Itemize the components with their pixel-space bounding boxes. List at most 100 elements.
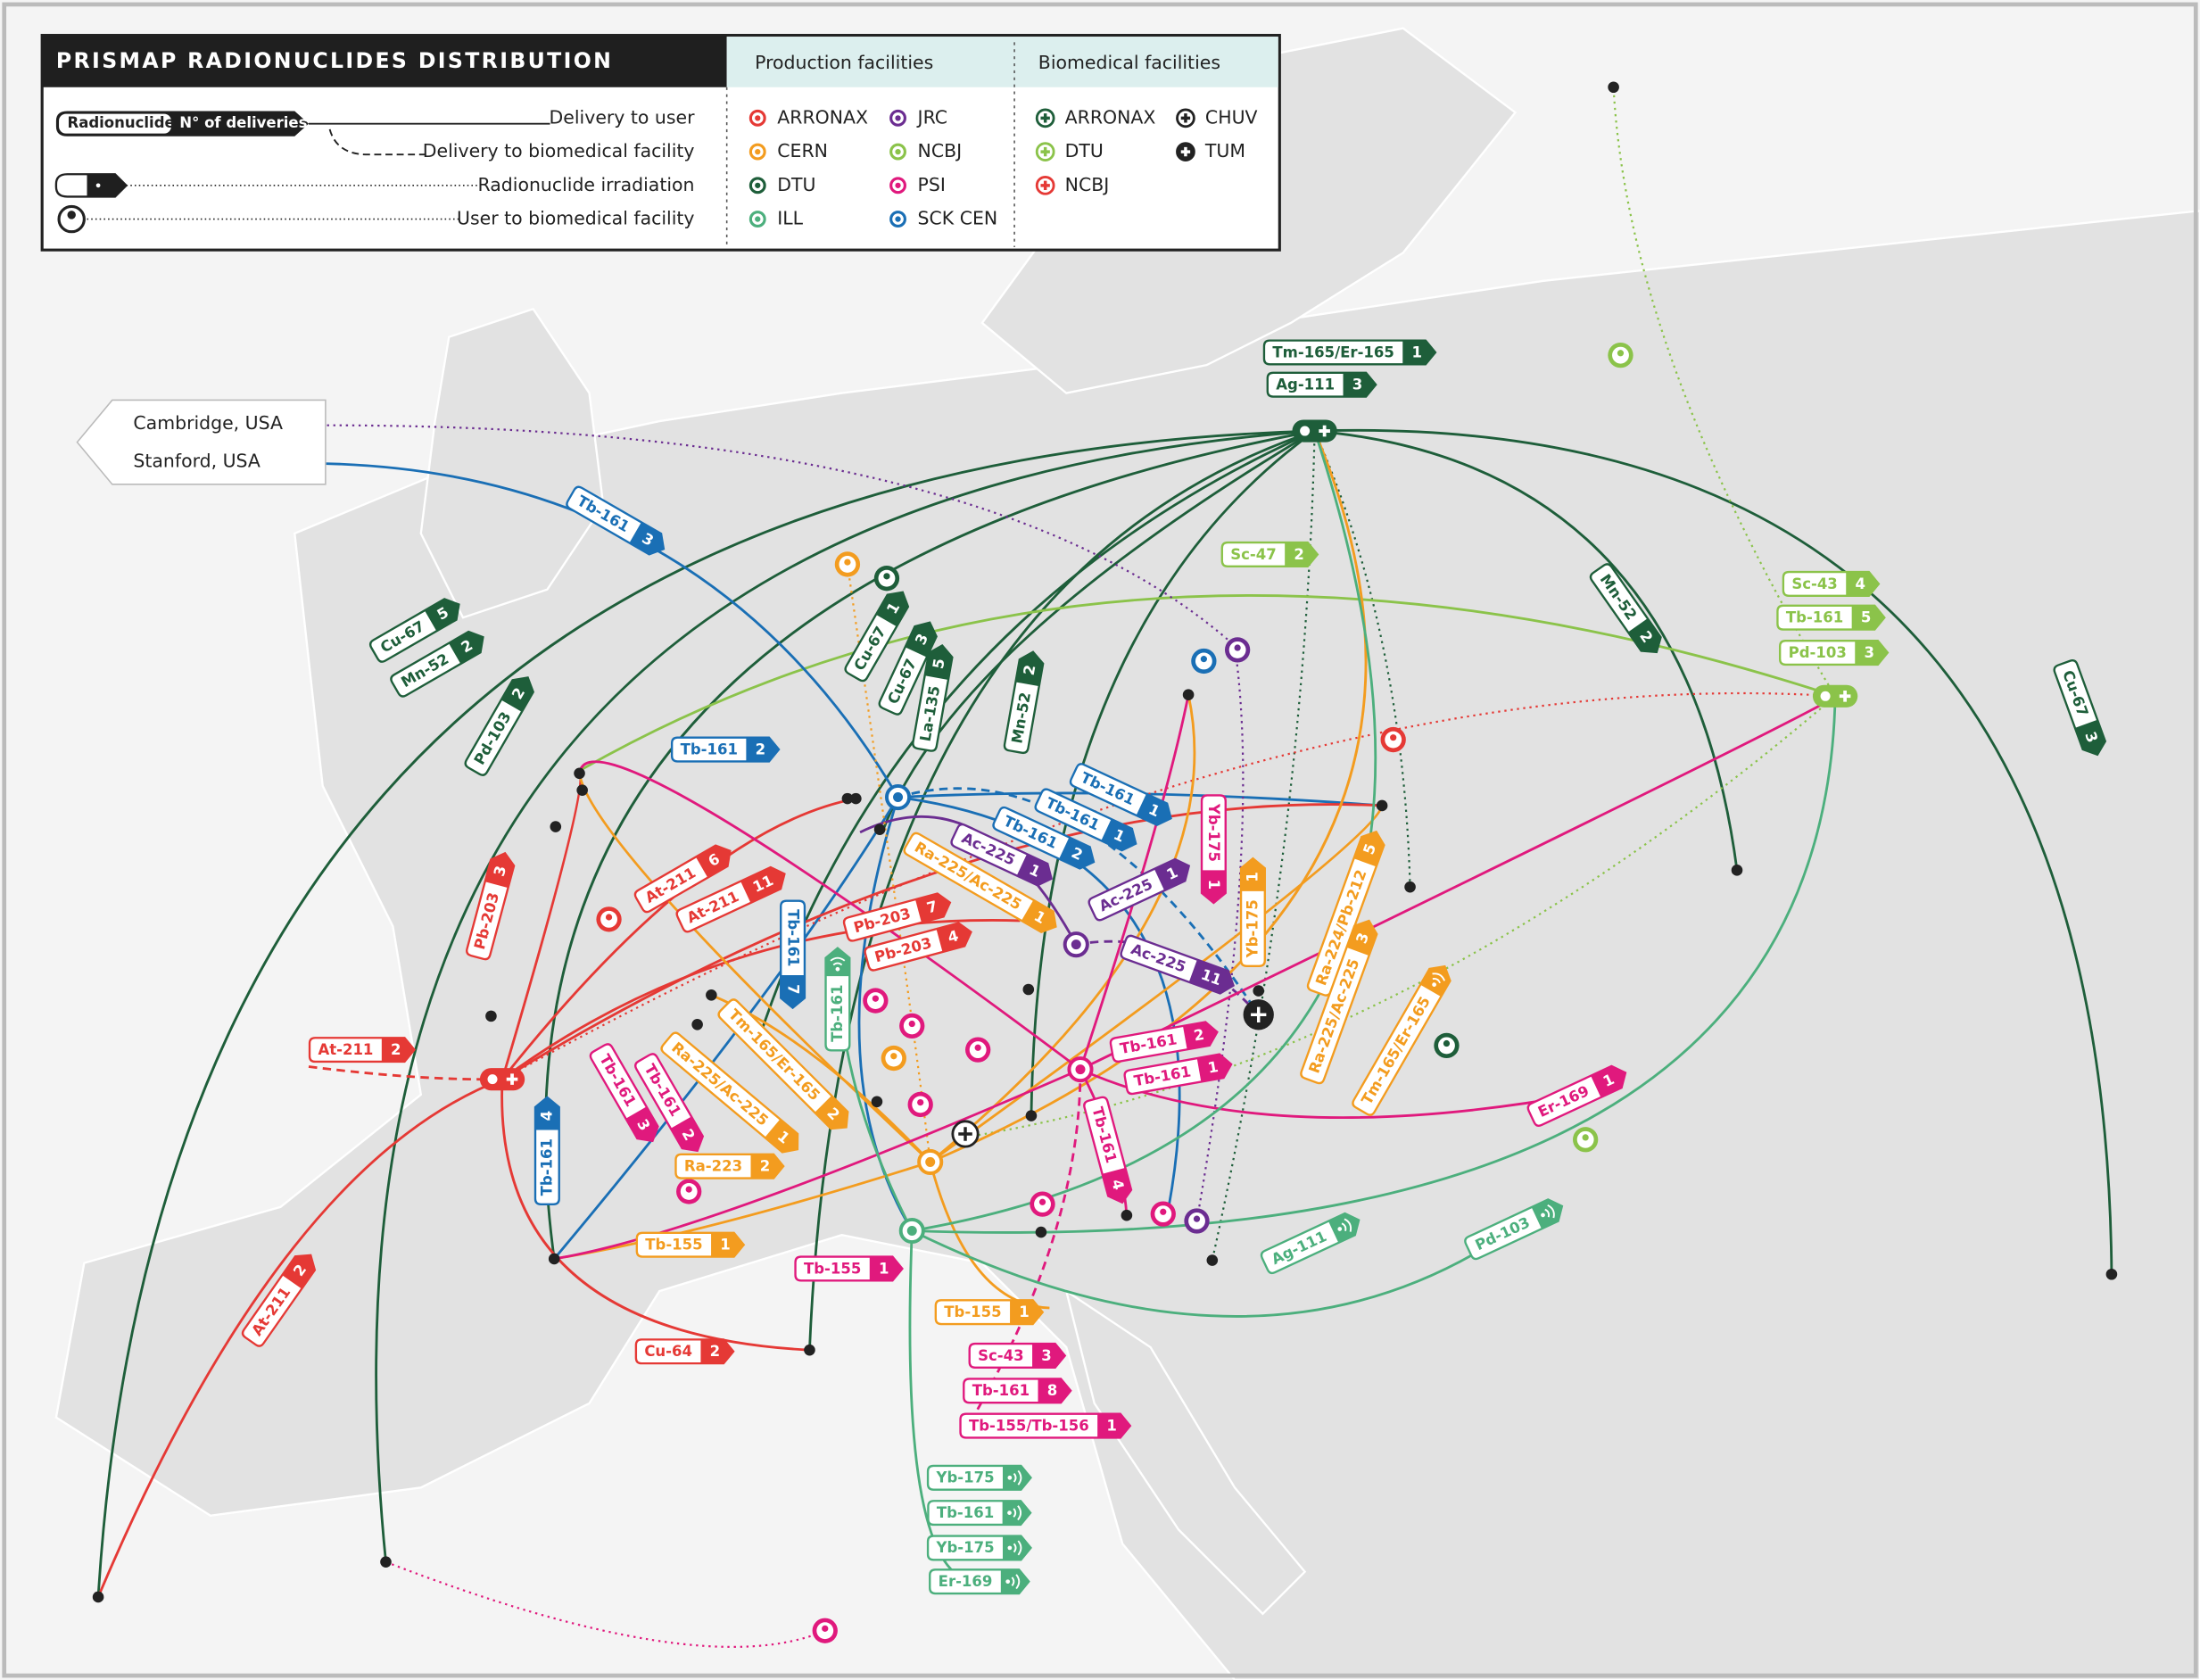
legend-line-dashed: [328, 128, 428, 156]
biomedical-plus: [1251, 1006, 1267, 1022]
facility-name: ARRONAX: [777, 106, 868, 128]
irradiation-icon: [1007, 1545, 1013, 1551]
delivery-tag: Tb-155 1: [635, 1231, 746, 1258]
route: [911, 1227, 1517, 1318]
user-icon-head: [872, 995, 879, 1002]
tag-count-box: [1402, 340, 1435, 365]
tag-count-box: [1627, 618, 1661, 652]
user-point: [380, 1556, 392, 1568]
facility-icon-dot: [755, 216, 761, 222]
route: [1314, 429, 1739, 871]
route: [1079, 694, 1190, 1071]
tag-count: 1: [1205, 880, 1222, 890]
user-point: [548, 1253, 560, 1265]
external-user: Cambridge, USA: [133, 412, 283, 434]
sample-tag-deliveries: N° of deliveries: [179, 114, 307, 131]
user-icon-head: [974, 1044, 981, 1051]
delivery-tag: Mn-522: [1003, 650, 1045, 755]
tag-count-box: [815, 1096, 848, 1130]
tag-count-box: [484, 853, 515, 889]
delivery-tag: Tm-165/Er-165 1: [1262, 339, 1437, 366]
tag-radionuclide: Tb-161: [1786, 609, 1843, 626]
user-point: [706, 989, 717, 1001]
route: [543, 429, 1315, 1260]
irradiation-waves: [1013, 1505, 1022, 1521]
tag-radionuclide: Tb-155: [944, 1303, 1001, 1320]
irradiation-icon: [95, 183, 101, 188]
tag-outline: [903, 832, 1057, 934]
delivery-tag: Tb-161 8: [963, 1378, 1072, 1404]
tag-count-box: [1102, 1167, 1132, 1203]
tag-radionuclide: Tb-155/Tb-156: [969, 1417, 1089, 1434]
tag-count-box: [1015, 651, 1044, 687]
tag-outline: [1300, 919, 1378, 1085]
tag-count: 2: [760, 1157, 770, 1174]
route: [385, 1560, 826, 1648]
facility-name: NCBJ: [1065, 174, 1110, 195]
facility-name: NCBJ: [918, 140, 963, 161]
hub: [1812, 684, 1858, 708]
tag-count-box: [695, 845, 731, 878]
delivery-tag: Tb-155 1: [934, 1299, 1045, 1326]
facility-name: DTU: [777, 174, 815, 195]
tag-count-box: [1059, 837, 1094, 869]
route: [375, 429, 1315, 1562]
route: [500, 1079, 810, 1352]
tag-count: 3: [1352, 376, 1362, 393]
tag-count: 8: [1047, 1382, 1057, 1399]
tag-count: 5: [930, 658, 948, 671]
irradiation-icon: [1337, 1227, 1343, 1231]
tag-count-box: [1851, 605, 1885, 630]
external-box: [76, 399, 327, 485]
delivery-tag: Pd-103 3: [1778, 639, 1890, 666]
delivery-tag: Tb-155 1: [794, 1255, 904, 1282]
facility-icon-dot: [895, 115, 901, 121]
tag-count-box: [1353, 832, 1385, 867]
user-point: [1035, 1226, 1047, 1238]
tag-count-box: [781, 974, 805, 1008]
legend-title-bar: [42, 35, 727, 87]
user-icon-head: [1390, 734, 1397, 741]
tag-count-box: [1002, 1465, 1031, 1490]
tag-radionuclide: Tb-161: [937, 1504, 994, 1521]
route: [882, 429, 1316, 829]
facility-icon-dot: [895, 182, 901, 188]
tag-radionuclide: Tm-165/Er-165: [1272, 343, 1394, 360]
user-point: [2105, 1268, 2118, 1280]
user-icon-head: [890, 1053, 897, 1060]
tag-count-box: [1591, 1065, 1625, 1097]
route: [553, 1068, 1081, 1261]
tag-count-box: [1343, 372, 1377, 397]
biomedical-plus: [1040, 180, 1050, 191]
tag-count: 1: [1412, 343, 1422, 360]
tag-count: 4: [1108, 1178, 1127, 1192]
tag-count-box: [1241, 858, 1265, 891]
tag-count: 1: [1106, 1417, 1116, 1434]
hub-plus: [506, 1073, 518, 1085]
delivery-tag: Yb-175: [926, 1464, 1032, 1491]
tag-count-box: [381, 1038, 415, 1062]
user-icon-head: [1160, 1208, 1167, 1215]
irradiation-waves: [1544, 1204, 1555, 1219]
tag-count: 3: [1864, 644, 1873, 661]
tag-count: 3: [491, 864, 509, 878]
route: [897, 796, 1181, 1208]
production-title: Production facilities: [755, 52, 933, 73]
production-facility-dot: [925, 1156, 936, 1167]
tag-count: 2: [1193, 1026, 1206, 1045]
tag-count: 7: [925, 898, 939, 916]
tag-count-box: [424, 599, 459, 632]
route: [581, 594, 1836, 771]
delivery-tag: Tb-161: [824, 947, 851, 1052]
sample-tag-name-bg: [59, 113, 171, 134]
irradiation-icon: [835, 966, 840, 972]
user-point: [841, 792, 854, 805]
nodes: [92, 81, 2118, 1643]
legend-line-label: Delivery to biomedical facility: [423, 140, 695, 161]
tag-radionuclide: Cu-64: [644, 1343, 692, 1360]
biomedical-plus: [958, 1127, 972, 1141]
tag-count-box: [670, 1116, 703, 1151]
tag-radionuclide: Yb-175: [1205, 803, 1222, 862]
